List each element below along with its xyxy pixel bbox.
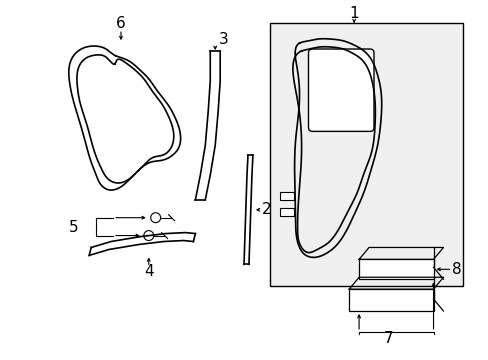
- Bar: [279, 192, 293, 200]
- Text: 6: 6: [116, 16, 125, 31]
- Bar: [269, 23, 462, 286]
- Text: 1: 1: [348, 6, 358, 21]
- Text: 3: 3: [219, 32, 228, 46]
- Text: 2: 2: [262, 202, 271, 217]
- Bar: [358, 260, 433, 279]
- Text: 7: 7: [383, 331, 393, 346]
- FancyBboxPatch shape: [308, 49, 373, 131]
- Bar: [279, 208, 293, 216]
- Bar: [348, 289, 433, 311]
- Text: 5: 5: [68, 220, 78, 235]
- Text: 4: 4: [143, 264, 153, 279]
- Text: 8: 8: [450, 262, 460, 277]
